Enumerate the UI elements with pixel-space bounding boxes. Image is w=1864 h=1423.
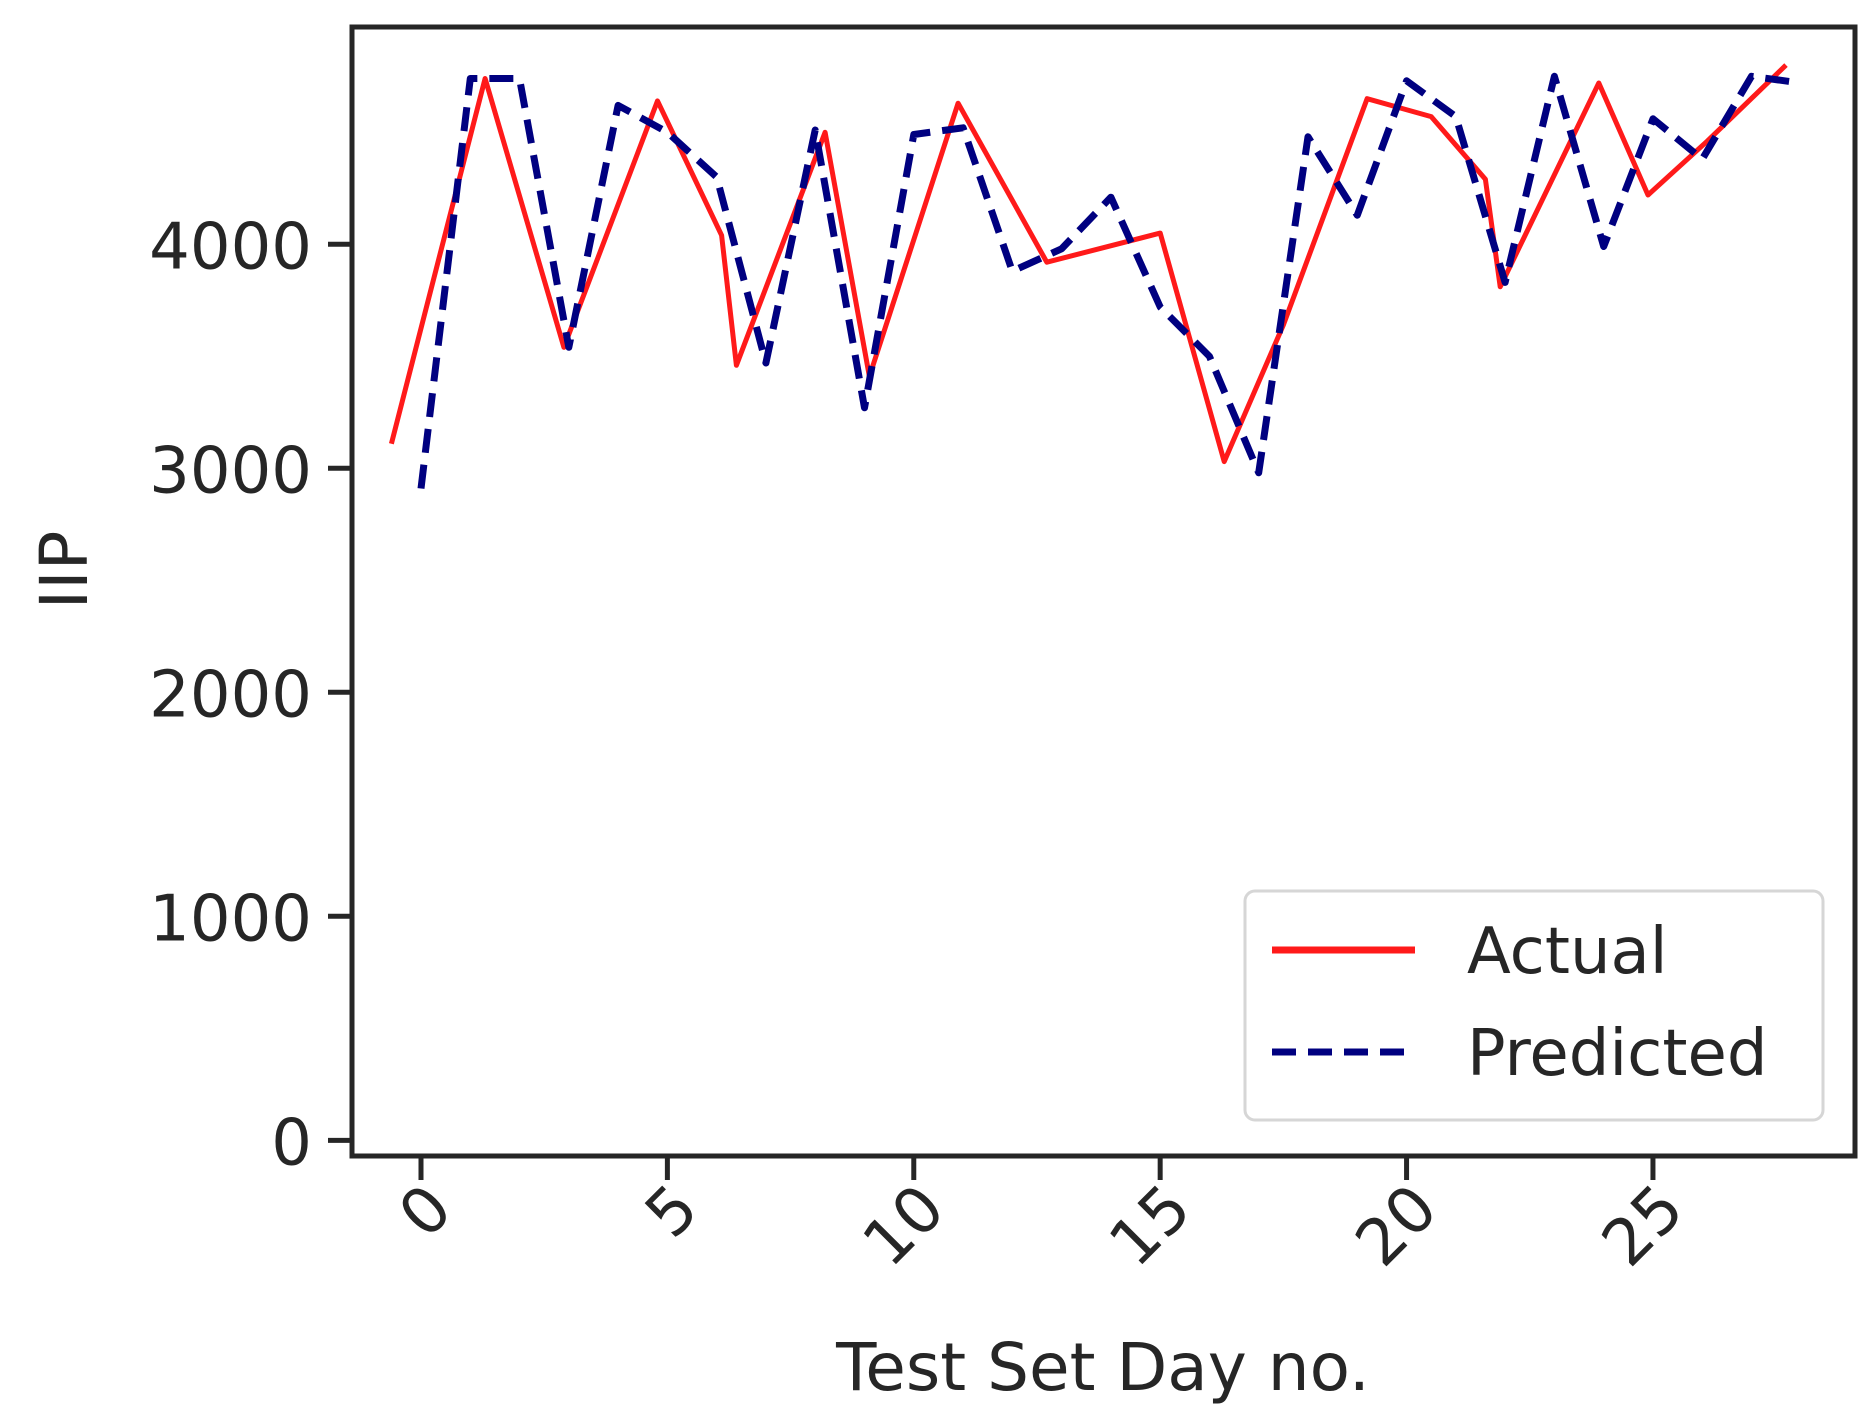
legend: Actual Predicted (1243, 889, 1825, 1122)
y-axis-label: IIP (26, 531, 103, 610)
legend-label-actual: Actual (1467, 915, 1668, 989)
x-axis-label: Test Set Day no. (835, 1329, 1370, 1406)
y-tick-label: 1000 (149, 882, 312, 956)
series-layer (388, 63, 1802, 489)
y-tick-label: 3000 (149, 434, 312, 508)
series-line-predicted (417, 72, 1802, 489)
y-tick-label: 2000 (149, 658, 312, 732)
legend-label-predicted: Predicted (1467, 1017, 1767, 1091)
y-tick-label: 4000 (149, 210, 312, 284)
plot-frame (349, 24, 1858, 1159)
y-tick-label: 0 (271, 1106, 312, 1180)
